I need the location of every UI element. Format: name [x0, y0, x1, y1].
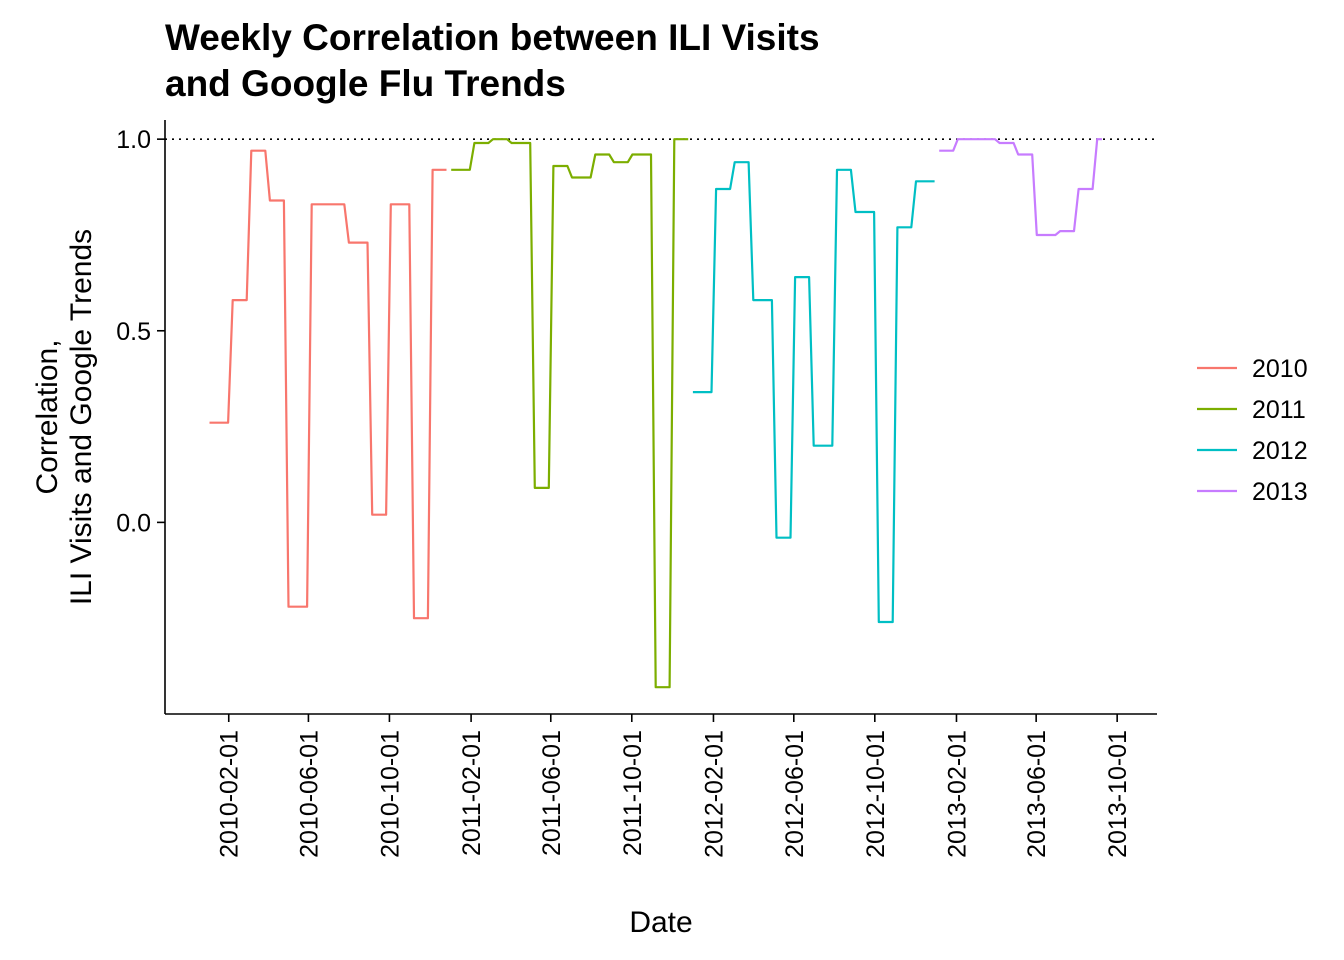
x-tick-label: 2011-10-01	[619, 730, 647, 856]
legend-label-2010: 2010	[1252, 355, 1308, 383]
x-tick-label: 2013-02-01	[943, 730, 971, 858]
chart-title-line-2: and Google Flu Trends	[165, 63, 566, 104]
y-axis-title-line-1: Correlation,	[31, 339, 64, 494]
x-tick-label: 2011-06-01	[538, 730, 566, 856]
x-tick-label: 2013-10-01	[1104, 730, 1132, 858]
y-ticks: 0.0 0.5 1.0	[116, 126, 165, 537]
y-tick-label: 0.5	[116, 318, 151, 346]
x-tick-label: 2010-06-01	[295, 730, 323, 858]
y-axis: 0.0 0.5 1.0	[116, 120, 166, 714]
series-line-2010	[209, 149, 447, 620]
series-line-2011	[451, 138, 689, 689]
series-line-2012	[692, 161, 935, 624]
chart-title-line-1: Weekly Correlation between ILI Visits	[165, 17, 820, 58]
plot-area	[165, 138, 1157, 689]
legend-label-2012: 2012	[1252, 437, 1308, 465]
x-tick-label: 2012-02-01	[700, 730, 728, 858]
x-tick-label: 2011-02-01	[458, 730, 486, 856]
x-axis: 2010-02-01 2010-06-01 2010-10-01 2011-02-01…	[165, 713, 1157, 858]
x-ticks: 2010-02-01 2010-06-01 2010-10-01 2011-02-01…	[216, 714, 1132, 858]
y-tick-label: 1.0	[116, 126, 151, 154]
x-axis-title: Date	[629, 906, 692, 939]
y-tick-label: 0.0	[116, 509, 151, 537]
x-tick-label: 2012-06-01	[781, 730, 809, 858]
x-tick-label: 2012-10-01	[862, 730, 890, 858]
legend: 2010 2011 2012 2013	[1197, 355, 1308, 506]
y-axis-title-line-2: ILI Visits and Google Trends	[65, 229, 98, 605]
x-tick-label: 2010-10-01	[376, 730, 404, 858]
series-line-2013	[939, 138, 1102, 237]
series-layer	[209, 138, 1102, 689]
x-tick-label: 2010-02-01	[216, 730, 244, 858]
y-axis-title: Correlation, ILI Visits and Google Trend…	[31, 229, 98, 605]
x-tick-label: 2013-06-01	[1023, 730, 1051, 858]
legend-label-2011: 2011	[1252, 396, 1306, 424]
legend-label-2013: 2013	[1252, 478, 1308, 506]
